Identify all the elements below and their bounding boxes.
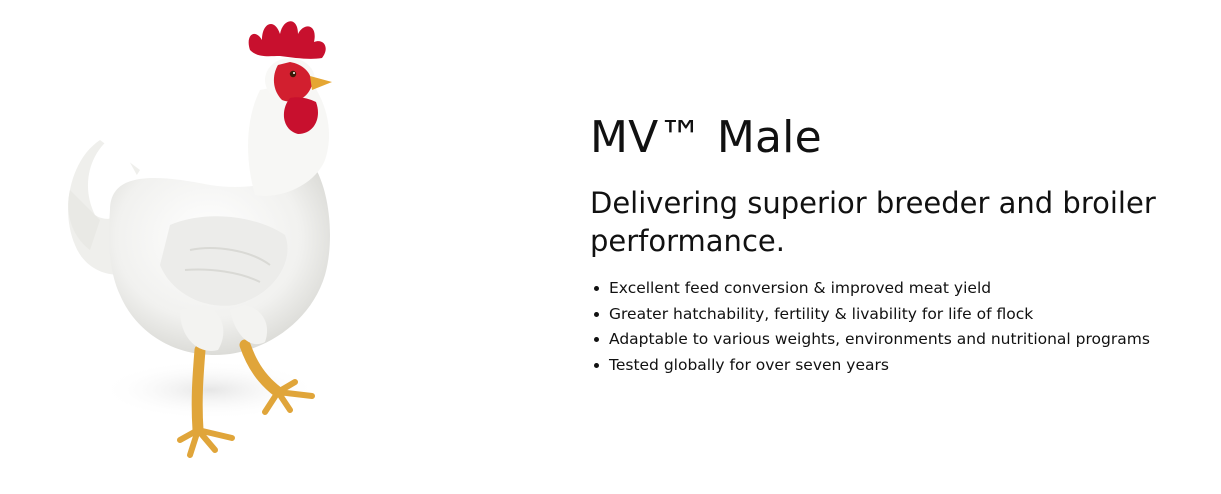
feature-text: Adaptable to various weights, environmen…	[609, 330, 1150, 348]
feature-item: Tested globally for over seven years	[590, 353, 1190, 379]
feature-item: Adaptable to various weights, environmen…	[590, 327, 1190, 353]
feature-text: Excellent feed conversion & improved mea…	[609, 279, 992, 297]
product-info: MV™ Male Delivering superior breeder and…	[590, 108, 1190, 378]
feature-list: Excellent feed conversion & improved mea…	[590, 276, 1190, 378]
bullet-icon	[594, 337, 599, 342]
bullet-icon	[594, 286, 599, 291]
rooster-image	[40, 10, 370, 480]
bullet-icon	[594, 362, 599, 368]
product-title: MV™ Male	[590, 112, 822, 163]
white-rooster-icon	[68, 21, 332, 458]
bullet-icon	[594, 311, 599, 317]
feature-item: Greater hatchability, fertility & livabi…	[590, 302, 1190, 328]
feature-text: Tested globally for over seven years	[609, 355, 889, 374]
feature-text: Greater hatchability, fertility & livabi…	[609, 304, 1034, 323]
feature-item: Excellent feed conversion & improved mea…	[590, 276, 1190, 302]
product-subtitle: Delivering superior breeder and broiler …	[590, 186, 1156, 258]
